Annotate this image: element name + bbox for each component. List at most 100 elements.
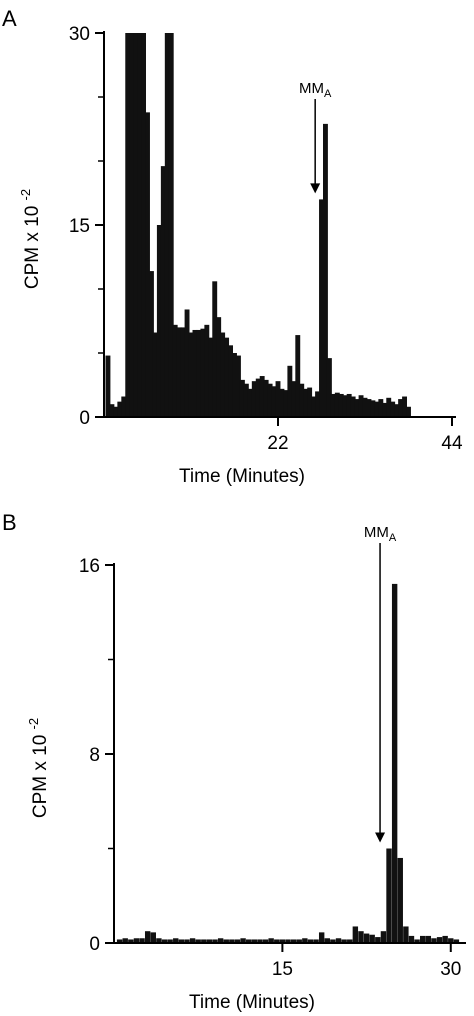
panel-a-bar	[263, 379, 269, 417]
panel-a-bar	[346, 393, 352, 417]
panel-b-bar	[246, 939, 252, 943]
panel-b-bar	[330, 939, 336, 943]
panel-b-group: B 0 8 16 15 30 Time (Minutes) CPM x 10 -2 MMA	[2, 510, 466, 1013]
panel-b-x-tick-label: 15	[272, 959, 293, 980]
panel-b-bar	[212, 939, 218, 943]
panel-a-bar	[386, 397, 392, 417]
panel-a-bar	[287, 365, 293, 417]
panel-b-bar	[324, 938, 330, 943]
panel-b-bar	[307, 939, 314, 943]
panel-b-bar	[436, 937, 443, 943]
panel-a-bar	[323, 123, 328, 417]
panel-a-bar	[255, 378, 261, 417]
panel-a-bar	[382, 402, 388, 417]
panel-b-y-tick-label: 0	[89, 934, 100, 955]
panel-a-x-axis-title: Time (Minutes)	[179, 466, 305, 487]
panel-b-bar	[414, 939, 420, 943]
panel-a-y-tick-label: 0	[79, 408, 90, 429]
panel-b-bar	[391, 583, 398, 943]
panel-a-bar	[184, 309, 190, 417]
panel-a-bar	[180, 327, 186, 417]
panel-b-bar	[206, 939, 213, 943]
panel-a-annotation-arrow-head	[310, 183, 321, 194]
panel-a-annotation-label: MMA	[299, 80, 332, 100]
panel-a-bar	[311, 396, 317, 417]
panel-b-bar	[347, 939, 353, 943]
panel-a-bar	[406, 406, 411, 417]
panel-b-bar	[369, 934, 375, 943]
panel-b-x-tick-label: 30	[440, 959, 461, 980]
panel-b-bar	[195, 939, 201, 943]
panel-b-annotation-main: MM	[364, 524, 389, 541]
panel-a-bar	[303, 388, 309, 417]
panel-b-bar	[425, 935, 432, 943]
panel-a-bar	[358, 395, 364, 417]
panel-a-bar	[239, 379, 245, 417]
panel-b-bar	[448, 938, 454, 943]
panel-b-bar	[358, 931, 364, 943]
panel-a-bar	[362, 397, 368, 417]
panel-a-bar	[224, 337, 230, 417]
panel-b-letter: B	[2, 510, 17, 535]
panel-b-bar	[352, 926, 359, 943]
panel-a-bar	[243, 383, 249, 417]
panel-b-bar	[201, 939, 207, 943]
panel-b-bar	[279, 939, 286, 943]
panel-a-x-tick-label: 22	[267, 433, 288, 454]
panel-a-bar	[295, 335, 301, 417]
panel-a-bar	[291, 381, 297, 417]
panel-a-bar	[350, 396, 356, 417]
panel-b-bar	[397, 857, 403, 943]
panel-a-bar	[200, 328, 206, 417]
panel-a-bar	[152, 332, 158, 417]
panel-b-bar	[156, 938, 162, 943]
panel-b-bar	[302, 938, 308, 943]
panel-b-bar	[375, 937, 381, 943]
panel-b-bar	[442, 935, 448, 943]
panel-a-bar	[113, 406, 119, 417]
panel-a-bar	[216, 317, 222, 417]
panel-a-bar	[259, 376, 265, 417]
panel-a-letter: A	[2, 6, 17, 31]
panel-a-bar	[366, 399, 372, 417]
panel-a-bar	[204, 324, 210, 417]
panel-b-bar	[122, 938, 128, 943]
panel-b-bar	[313, 939, 319, 943]
panel-b-bar	[133, 938, 140, 943]
panel-a-bar	[168, 33, 174, 417]
panel-b-bar	[318, 932, 325, 943]
panel-a-y-axis-title-exponent: -2	[18, 189, 33, 201]
panel-a-bar	[402, 396, 407, 417]
panel-b-bar	[167, 939, 173, 943]
panel-b-bar	[251, 939, 258, 943]
panel-a-annotation-main: MM	[299, 80, 324, 97]
panel-b-bar	[363, 933, 370, 943]
panel-a-bar	[149, 271, 154, 417]
panel-a-bar	[299, 383, 305, 417]
panel-a-bar	[176, 327, 182, 417]
panel-a-bar	[398, 399, 404, 417]
panel-a-bar	[307, 387, 313, 417]
panel-a-bar	[326, 358, 332, 417]
panel-a-bar	[374, 401, 380, 417]
panel-b-bar	[144, 931, 151, 943]
panel-a-bar	[228, 345, 233, 417]
panel-b-bar	[240, 938, 246, 943]
panel-b-bar	[290, 939, 297, 943]
panel-a-bar	[129, 33, 135, 417]
panel-b-y-tick-label: 8	[89, 745, 100, 766]
panel-a-bar	[212, 281, 218, 417]
panel-a-bar	[156, 225, 162, 417]
panel-b-bar	[380, 931, 387, 943]
panel-a-bar	[172, 324, 178, 417]
panel-a-bars	[105, 33, 411, 418]
panel-b-annotation-sub: A	[389, 532, 397, 544]
panel-a-bar	[370, 400, 376, 417]
panel-b-annotation-arrow-head	[375, 832, 386, 843]
panel-a-bar	[109, 404, 115, 417]
panel-b-bar	[173, 938, 179, 943]
panel-b-bar	[285, 939, 291, 943]
panel-a-bar	[390, 401, 396, 417]
